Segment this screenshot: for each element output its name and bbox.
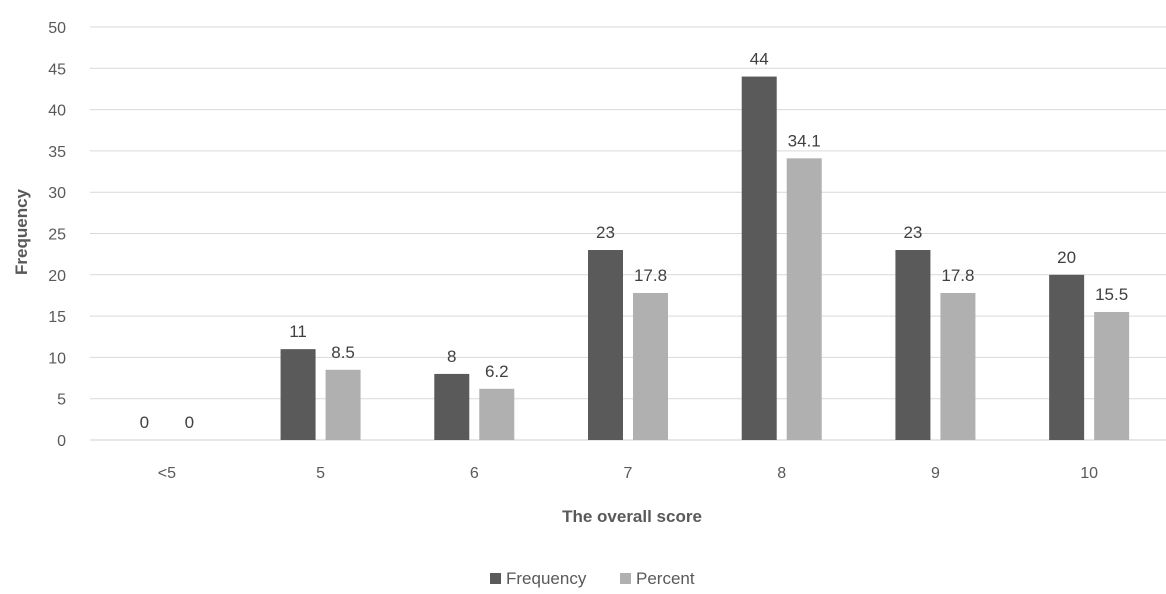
bar-percent [479,388,515,440]
bar-percent [786,158,822,441]
bar-frequency [588,250,623,440]
x-tick-label: 8 [777,465,786,482]
y-tick-label: 35 [48,144,66,161]
data-label-frequency: 0 [140,413,149,432]
x-tick-label: 5 [316,465,325,482]
data-label-frequency: 23 [903,223,922,242]
y-tick-label: 20 [48,268,66,285]
data-labels: 0 0 11 8.5 8 6.2 23 17.8 44 34.1 23 17.8 20 15.5 [140,50,1129,432]
x-tick-label: 10 [1080,465,1098,482]
y-tick-label: 5 [57,392,66,409]
data-label-frequency: 23 [596,223,615,242]
data-label-percent: 0 [185,413,194,432]
x-tick-label: 9 [931,465,940,482]
data-label-percent: 8.5 [331,343,355,362]
x-tick-label: <5 [158,465,176,482]
bars [280,76,1130,441]
data-label-percent: 17.8 [941,266,974,285]
bar-frequency [741,76,777,440]
x-axis-title: The overall score [562,507,702,526]
gridlines [90,26,1166,441]
y-tick-label: 25 [48,227,66,244]
y-tick-label: 15 [48,309,66,326]
bar-percent [325,369,361,440]
bar-percent [633,292,668,440]
y-tick-label: 10 [48,350,66,367]
data-label-frequency: 44 [750,50,769,69]
y-tick-label: 50 [48,20,66,37]
data-label-percent: 15.5 [1095,285,1128,304]
bar-frequency [280,349,316,440]
legend-label-percent: Percent [636,569,695,588]
data-label-percent: 34.1 [788,131,821,150]
bar-frequency [434,373,470,440]
legend-swatch-percent [620,573,631,584]
data-label-percent: 6.2 [485,362,509,381]
bar-frequency [895,250,931,440]
bar-percent [940,292,976,440]
y-axis-title: Frequency [12,188,31,275]
legend-swatch-frequency [490,573,501,584]
y-tick-label: 40 [48,103,66,120]
data-label-percent: 17.8 [634,266,667,285]
x-tick-label: 6 [470,465,479,482]
y-tick-label: 0 [57,433,66,450]
legend-label-frequency: Frequency [506,569,587,588]
data-label-frequency: 11 [289,322,307,341]
legend: Frequency Percent [490,569,695,588]
bar-percent [1094,311,1130,440]
y-tick-label: 30 [48,185,66,202]
y-axis-ticks: 0 5 10 15 20 25 30 35 40 45 50 [48,20,66,450]
bar-frequency [1049,274,1085,440]
y-tick-label: 45 [48,61,66,78]
data-label-frequency: 8 [447,347,456,366]
x-axis-ticks: <5 5 6 7 8 9 10 [158,465,1098,482]
x-tick-label: 7 [624,465,633,482]
data-label-frequency: 20 [1057,248,1076,267]
